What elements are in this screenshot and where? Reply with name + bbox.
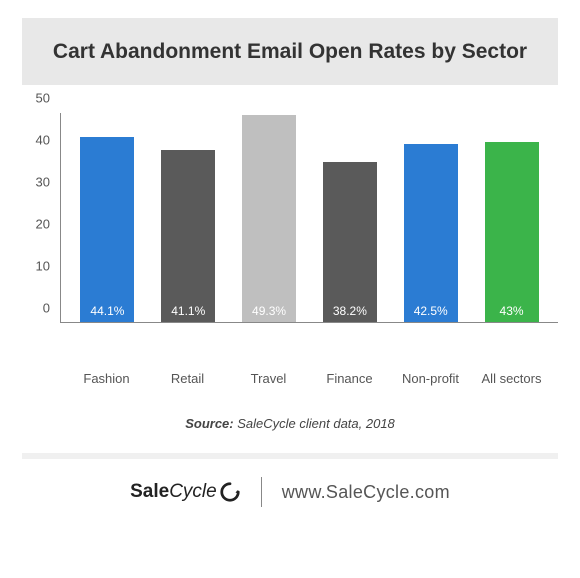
logo-light: Cycle bbox=[169, 481, 217, 503]
vertical-divider bbox=[261, 477, 262, 507]
y-tick: 20 bbox=[36, 217, 50, 232]
y-axis: 01020304050 bbox=[22, 113, 60, 323]
bar-value-label: 42.5% bbox=[404, 304, 458, 318]
x-label: Travel bbox=[228, 371, 309, 386]
brand-logo: SaleCycle bbox=[130, 481, 241, 503]
chart-title: Cart Abandonment Email Open Rates by Sec… bbox=[52, 38, 528, 65]
bar-wrap: 41.1% bbox=[148, 113, 229, 322]
x-axis-labels: FashionRetailTravelFinanceNon-profitAll … bbox=[60, 363, 558, 386]
chart-container: Cart Abandonment Email Open Rates by Sec… bbox=[0, 0, 580, 578]
bar: 42.5% bbox=[404, 144, 458, 323]
chart-plot: 44.1% 41.1% 49.3% 38.2% 42.5% 43% bbox=[60, 113, 558, 323]
bars-group: 44.1% 41.1% 49.3% 38.2% 42.5% 43% bbox=[61, 113, 558, 322]
bar-value-label: 38.2% bbox=[323, 304, 377, 318]
y-tick: 30 bbox=[36, 175, 50, 190]
y-tick: 0 bbox=[43, 301, 50, 316]
logo-bold: Sale bbox=[130, 481, 169, 503]
source-text: SaleCycle client data, 2018 bbox=[234, 416, 395, 431]
y-tick: 40 bbox=[36, 133, 50, 148]
x-label: Non-profit bbox=[390, 371, 471, 386]
y-tick: 50 bbox=[36, 91, 50, 106]
bar: 38.2% bbox=[323, 162, 377, 322]
bar-value-label: 44.1% bbox=[80, 304, 134, 318]
x-label: Finance bbox=[309, 371, 390, 386]
bar-wrap: 38.2% bbox=[309, 113, 390, 322]
x-label: Retail bbox=[147, 371, 228, 386]
y-tick: 10 bbox=[36, 259, 50, 274]
bar-value-label: 49.3% bbox=[242, 304, 296, 318]
bar: 41.1% bbox=[161, 150, 215, 323]
source-prefix: Source: bbox=[185, 416, 233, 431]
bar: 43% bbox=[485, 142, 539, 323]
divider bbox=[22, 453, 558, 459]
chart-title-box: Cart Abandonment Email Open Rates by Sec… bbox=[22, 18, 558, 85]
x-label: All sectors bbox=[471, 371, 552, 386]
bar-wrap: 42.5% bbox=[390, 113, 471, 322]
chart-area: 01020304050 44.1%41.1%49.3%38.2%42.5%43% bbox=[22, 113, 558, 363]
bar-wrap: 49.3% bbox=[229, 113, 310, 322]
bar-value-label: 41.1% bbox=[161, 304, 215, 318]
brand-url: www.SaleCycle.com bbox=[282, 482, 450, 503]
source-citation: Source: SaleCycle client data, 2018 bbox=[22, 416, 558, 431]
bar: 44.1% bbox=[80, 137, 134, 322]
swirl-icon bbox=[219, 481, 241, 503]
bar: 49.3% bbox=[242, 115, 296, 322]
x-label: Fashion bbox=[66, 371, 147, 386]
footer: SaleCycle www.SaleCycle.com bbox=[22, 477, 558, 507]
bar-value-label: 43% bbox=[485, 304, 539, 318]
bar-wrap: 43% bbox=[471, 113, 552, 322]
bar-wrap: 44.1% bbox=[67, 113, 148, 322]
